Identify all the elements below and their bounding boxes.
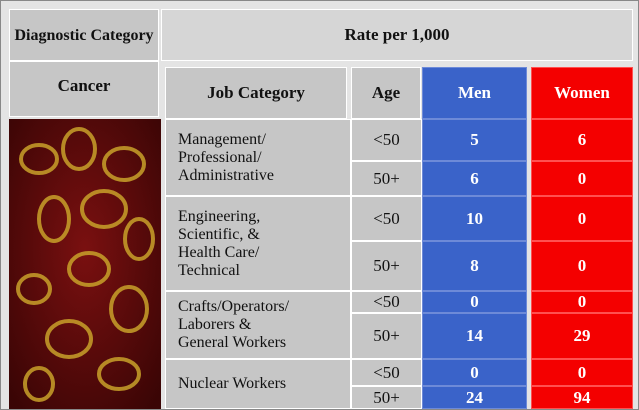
job-category: Crafts/Operators/ Laborers & General Wor… — [165, 291, 351, 359]
age-cell: <50 — [351, 291, 422, 313]
women-rate: 0 — [531, 241, 633, 291]
women-rate: 29 — [531, 313, 633, 359]
job-category: Engineering, Scientific, & Health Care/ … — [165, 196, 351, 291]
men-rate: 0 — [422, 291, 527, 313]
men-rate: 14 — [422, 313, 527, 359]
women-rate: 0 — [531, 161, 633, 196]
cancer-image — [9, 119, 161, 409]
column-header: Women — [531, 67, 633, 119]
women-rate: 0 — [531, 359, 633, 386]
column-header: Age — [351, 67, 421, 119]
column-header: Job Category — [165, 67, 347, 119]
women-rate: 6 — [531, 119, 633, 161]
table: Diagnostic Category Rate per 1,000 Cance… — [0, 0, 639, 410]
column-header: Cancer — [9, 61, 159, 117]
job-category: Management/ Professional/ Administrative — [165, 119, 351, 196]
header-cell: Rate per 1,000 — [161, 9, 633, 61]
age-cell: 50+ — [351, 241, 422, 291]
men-rate: 10 — [422, 196, 527, 241]
men-rate: 8 — [422, 241, 527, 291]
header-cell: Diagnostic Category — [9, 9, 159, 61]
men-rate: 5 — [422, 119, 527, 161]
age-cell: <50 — [351, 119, 422, 161]
women-rate: 0 — [531, 291, 633, 313]
age-cell: 50+ — [351, 386, 422, 409]
age-cell: 50+ — [351, 161, 422, 196]
age-cell: <50 — [351, 359, 422, 386]
age-cell: <50 — [351, 196, 422, 241]
job-category: Nuclear Workers — [165, 359, 351, 409]
men-rate: 6 — [422, 161, 527, 196]
column-header: Men — [422, 67, 527, 119]
age-cell: 50+ — [351, 313, 422, 359]
women-rate: 94 — [531, 386, 633, 409]
men-rate: 24 — [422, 386, 527, 409]
women-rate: 0 — [531, 196, 633, 241]
men-rate: 0 — [422, 359, 527, 386]
